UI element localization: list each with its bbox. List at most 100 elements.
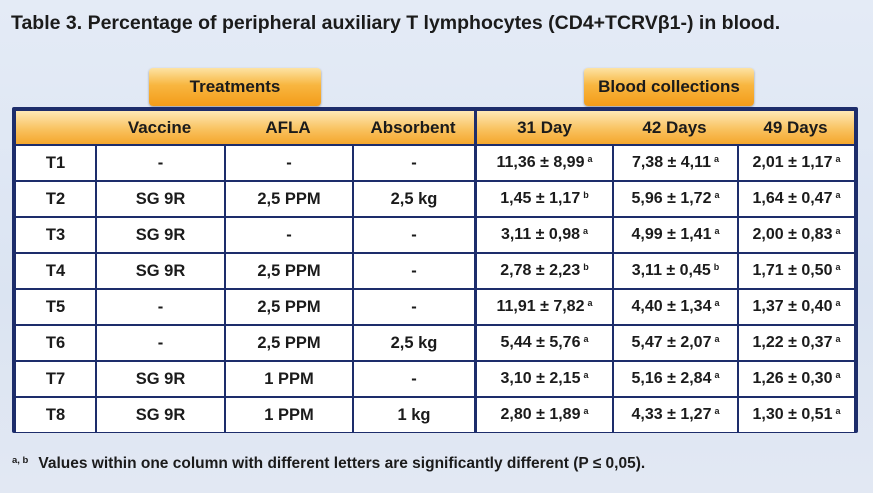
value-text: 2,01 ± 1,17 — [752, 154, 833, 171]
absorbent-cell: - — [352, 360, 474, 396]
significance-letter: a — [835, 370, 841, 380]
data-table: Vaccine AFLA Absorbent 31 Day 42 Days 49… — [16, 111, 854, 432]
49-days-cell: 1,71 ± 0,50 a — [737, 252, 854, 288]
31-day-cell: 3,10 ± 2,15 a — [474, 360, 612, 396]
vaccine-cell: SG 9R — [95, 360, 224, 396]
absorbent-cell: 2,5 kg — [352, 180, 474, 216]
42-days-cell: 5,47 ± 2,07 a — [612, 324, 737, 360]
42-days-cell: 4,33 ± 1,27 a — [612, 396, 737, 432]
footnote-text: Values within one column with different … — [38, 455, 646, 472]
significance-letter: a — [583, 226, 589, 236]
significance-letter: b — [583, 190, 589, 200]
vaccine-cell: SG 9R — [95, 180, 224, 216]
column-header-31-day: 31 Day — [474, 111, 612, 144]
value-text: 11,36 ± 8,99 — [496, 154, 585, 171]
treatment-id-cell: T6 — [16, 324, 95, 360]
column-header-49-days: 49 Days — [737, 111, 854, 144]
treatment-id-cell: T4 — [16, 252, 95, 288]
significance-letter: a — [714, 190, 720, 200]
afla-cell: - — [224, 144, 352, 180]
value-text: 5,44 ± 5,76 — [500, 334, 581, 351]
treatments-group-header: Treatments — [149, 68, 321, 106]
absorbent-cell: 1 kg — [352, 396, 474, 432]
significance-letter: a — [583, 334, 589, 344]
42-days-cell: 4,40 ± 1,34 a — [612, 288, 737, 324]
column-header-treatment-id — [16, 111, 95, 144]
vaccine-cell: - — [95, 288, 224, 324]
column-header-afla: AFLA — [224, 111, 352, 144]
value-text: 5,96 ± 1,72 — [631, 190, 712, 207]
vaccine-cell: SG 9R — [95, 396, 224, 432]
table-row: T3 SG 9R - -3,11 ± 0,98 a 4,99 ± 1,41 a 2,00 ± … — [16, 216, 854, 252]
afla-cell: 1 PPM — [224, 360, 352, 396]
value-text: 5,16 ± 2,84 — [631, 370, 712, 387]
significance-letter: a — [835, 262, 841, 272]
absorbent-cell: 2,5 kg — [352, 324, 474, 360]
table-row: T5-2,5 PPM -11,91 ± 7,82 a 4,40 ± 1,34 a 1,37… — [16, 288, 854, 324]
49-days-cell: 1,30 ± 0,51 a — [737, 396, 854, 432]
treatment-id-cell: T2 — [16, 180, 95, 216]
table-row: T1- - -11,36 ± 8,99 a 7,38 ± 4,11 a 2,01 ± 1,1… — [16, 144, 854, 180]
afla-cell: 1 PPM — [224, 396, 352, 432]
footnote: a, b Values within one column with differ… — [12, 455, 645, 473]
significance-letter: a — [835, 334, 841, 344]
absorbent-cell: - — [352, 216, 474, 252]
value-text: 1,30 ± 0,51 — [752, 406, 833, 423]
42-days-cell: 4,99 ± 1,41 a — [612, 216, 737, 252]
value-text: 7,38 ± 4,11 — [631, 154, 712, 171]
significance-letter: a — [714, 406, 720, 416]
value-text: 1,71 ± 0,50 — [752, 262, 833, 279]
absorbent-cell: - — [352, 252, 474, 288]
value-text: 3,11 ± 0,98 — [500, 226, 581, 243]
49-days-cell: 1,26 ± 0,30 a — [737, 360, 854, 396]
afla-cell: 2,5 PPM — [224, 324, 352, 360]
significance-letter: a — [587, 298, 593, 308]
significance-letter: a — [583, 406, 589, 416]
absorbent-cell: - — [352, 144, 474, 180]
table-row: T7 SG 9R 1 PPM -3,10 ± 2,15 a 5,16 ± 2,84 a 1,2… — [16, 360, 854, 396]
31-day-cell: 3,11 ± 0,98 a — [474, 216, 612, 252]
significance-letter: a — [583, 370, 589, 380]
value-text: 2,78 ± 2,23 — [500, 262, 581, 279]
afla-cell: 2,5 PPM — [224, 288, 352, 324]
value-text: 1,45 ± 1,17 — [500, 190, 581, 207]
column-header-absorbent: Absorbent — [352, 111, 474, 144]
column-header-42-days: 42 Days — [612, 111, 737, 144]
afla-cell: 2,5 PPM — [224, 180, 352, 216]
blood-collections-group-header: Blood collections — [584, 68, 754, 106]
significance-letter: a — [835, 226, 841, 236]
49-days-cell: 1,37 ± 0,40 a — [737, 288, 854, 324]
value-text: 11,91 ± 7,82 — [496, 298, 585, 315]
footnote-marks: a, b — [12, 455, 29, 466]
significance-letter: a — [835, 406, 841, 416]
vaccine-cell: SG 9R — [95, 252, 224, 288]
significance-letter: a — [835, 190, 841, 200]
value-text: 3,11 ± 0,45 — [631, 262, 711, 279]
31-day-cell: 2,78 ± 2,23 b — [474, 252, 612, 288]
42-days-cell: 5,96 ± 1,72 a — [612, 180, 737, 216]
vaccine-cell: SG 9R — [95, 216, 224, 252]
treatment-id-cell: T1 — [16, 144, 95, 180]
31-day-cell: 1,45 ± 1,17 b — [474, 180, 612, 216]
significance-letter: a — [835, 154, 841, 164]
significance-letter: b — [713, 262, 720, 272]
table-row: T8 SG 9R 1 PPM 1 kg 2,80 ± 1,89 a 4,33 ± 1,27 a… — [16, 396, 854, 432]
value-text: 1,22 ± 0,37 — [752, 334, 833, 351]
absorbent-cell: - — [352, 288, 474, 324]
significance-letter: a — [587, 154, 593, 164]
49-days-cell: 1,22 ± 0,37 a — [737, 324, 854, 360]
treatment-id-cell: T5 — [16, 288, 95, 324]
49-days-cell: 2,01 ± 1,17 a — [737, 144, 854, 180]
value-text: 3,10 ± 2,15 — [500, 370, 581, 387]
31-day-cell: 5,44 ± 5,76 a — [474, 324, 612, 360]
treatment-id-cell: T3 — [16, 216, 95, 252]
31-day-cell: 2,80 ± 1,89 a — [474, 396, 612, 432]
afla-cell: - — [224, 216, 352, 252]
42-days-cell: 7,38 ± 4,11 a — [612, 144, 737, 180]
significance-letter: a — [714, 334, 720, 344]
49-days-cell: 1,64 ± 0,47 a — [737, 180, 854, 216]
value-text: 1,26 ± 0,30 — [752, 370, 833, 387]
value-text: 4,99 ± 1,41 — [631, 226, 712, 243]
value-text: 2,80 ± 1,89 — [500, 406, 581, 423]
value-text: 4,40 ± 1,34 — [631, 298, 712, 315]
